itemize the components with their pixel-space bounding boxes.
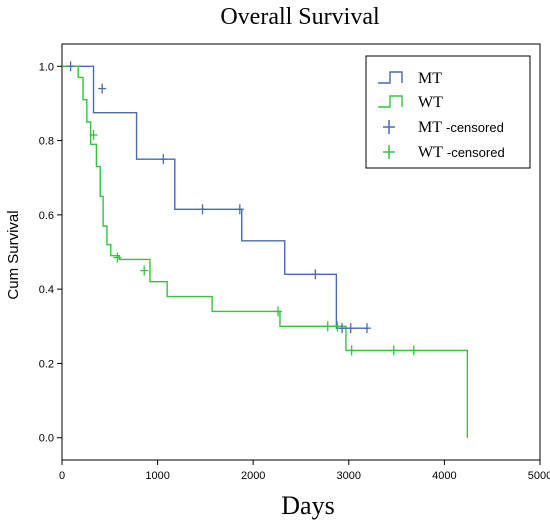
- censor-mark-mt: [346, 323, 355, 334]
- censor-mark-wt: [140, 265, 149, 276]
- x-tick-label: 0: [59, 470, 65, 482]
- censor-mark-mt: [362, 323, 371, 334]
- censor-mark-mt: [159, 154, 168, 165]
- censor-mark-wt: [89, 130, 98, 140]
- y-tick-label: 0.6: [39, 210, 54, 222]
- legend-label: WT -censored: [418, 144, 505, 161]
- x-tick-label: 5000: [528, 470, 550, 482]
- y-tick-label: 0.8: [39, 136, 54, 148]
- censor-mark-mt: [338, 323, 347, 334]
- y-tick-label: 0.4: [39, 284, 54, 296]
- censor-mark-wt: [409, 345, 418, 356]
- x-tick-label: 2000: [241, 470, 265, 482]
- legend-label-suffix: -censored: [446, 120, 504, 135]
- censor-mark-mt: [198, 204, 207, 215]
- legend-label-main: MT: [418, 70, 442, 87]
- legend-item: WT: [378, 94, 443, 111]
- legend-item: MT: [378, 70, 442, 87]
- legend-step-symbol: [378, 95, 403, 108]
- legend-label-suffix: -censored: [447, 145, 505, 160]
- series-line-wt: [62, 65, 469, 438]
- censor-mark-mt: [235, 204, 244, 215]
- chart-title: Overall Survival: [220, 4, 380, 30]
- x-tick-label: 1000: [145, 470, 169, 482]
- legend-item: MT -censored: [383, 119, 504, 136]
- y-tick-label: 1.0: [39, 61, 54, 73]
- censor-mark-wt: [333, 321, 342, 332]
- series-line-mt: [62, 65, 368, 329]
- legend-box: [365, 55, 531, 169]
- censor-mark-wt: [323, 321, 332, 332]
- censor-mark-mt: [66, 61, 75, 72]
- legend-label: WT: [418, 94, 443, 111]
- x-tick-label: 3000: [337, 470, 361, 482]
- censor-mark-mt: [311, 269, 320, 280]
- y-axis: 0.0 0.2 0.4 0.6 0.8 1.0: [39, 61, 62, 445]
- x-tick-label: 4000: [432, 470, 456, 482]
- censor-mark-wt: [274, 306, 283, 317]
- y-axis-label: Cum Survival: [5, 210, 22, 299]
- x-axis: 0 1000 2000 3000 4000 5000: [59, 460, 550, 482]
- legend-item: WT -censored: [383, 144, 505, 161]
- plot-area-frame: [61, 43, 541, 461]
- x-axis-label: Days: [281, 491, 334, 520]
- y-tick-label: 0.0: [39, 433, 54, 445]
- legend-label-main: WT: [418, 144, 443, 161]
- y-tick-label: 0.2: [39, 358, 54, 370]
- legend-label-main: MT: [418, 119, 442, 136]
- legend-label-main: WT: [418, 94, 443, 111]
- censor-mark-wt: [347, 345, 356, 356]
- censor-mark-wt: [389, 345, 398, 356]
- censor-mark-wt: [113, 252, 122, 263]
- legend-step-symbol: [378, 71, 403, 84]
- legend-label: MT: [418, 70, 442, 87]
- censor-layer: [66, 61, 418, 356]
- censor-mark-mt: [98, 83, 107, 94]
- series-layer: [62, 65, 469, 438]
- legend-label: MT -censored: [418, 119, 504, 136]
